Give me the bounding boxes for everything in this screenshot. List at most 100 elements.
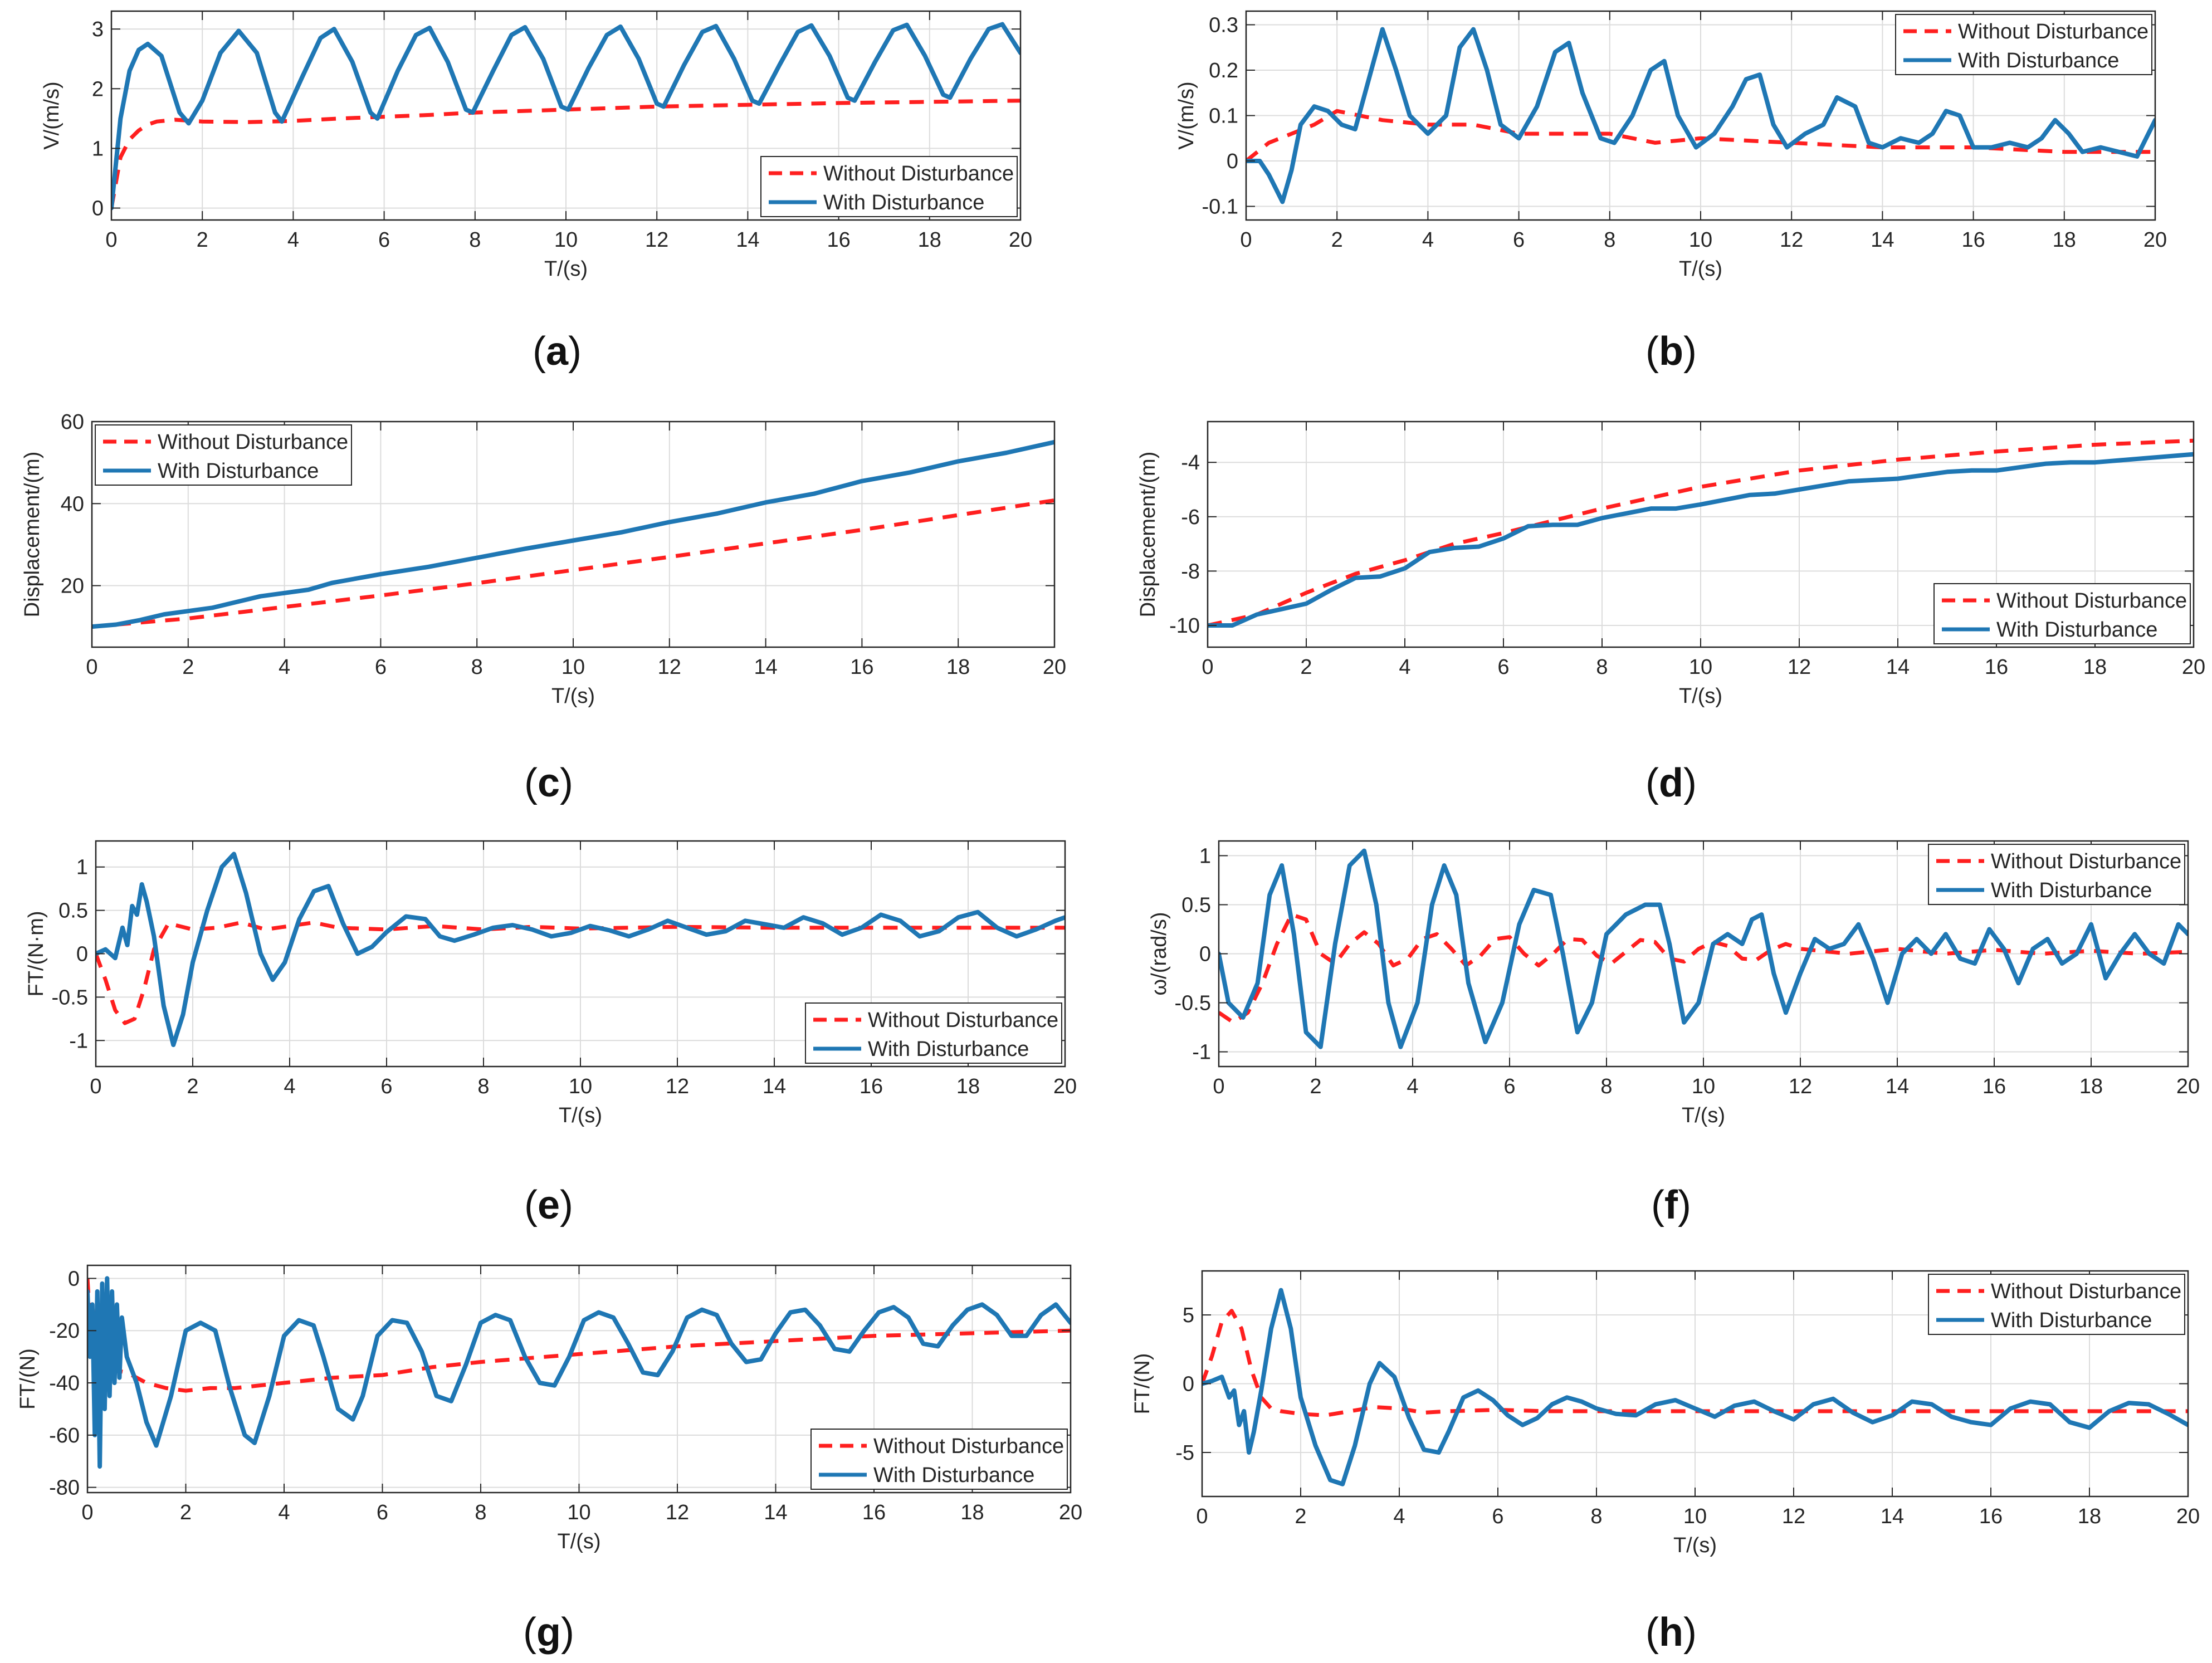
x-tick-label: 8 xyxy=(475,1501,486,1524)
x-tick-label: 12 xyxy=(645,228,668,252)
subplot-g: 0 2 4 6 8 10 12 14 16 18 20 -80 -60 -40 -20 0 T/(s) FT/(N… xyxy=(16,1264,1082,1655)
legend: Without Disturbance With Disturbance xyxy=(1895,14,2152,75)
x-tick-label: 14 xyxy=(1881,1505,1904,1528)
x-tick-label: 10 xyxy=(561,656,585,679)
series-line-with-disturbance xyxy=(1246,27,2155,204)
legend-box xyxy=(1928,1274,2185,1335)
legend-label: Without Disturbance xyxy=(1958,20,2148,43)
x-tick-label: 12 xyxy=(1788,656,1811,679)
y-tick-label: -5 xyxy=(1175,1441,1194,1465)
x-tick-label: 0 xyxy=(86,656,97,679)
x-tick-label: 4 xyxy=(287,228,299,252)
x-tick-label: 12 xyxy=(666,1501,689,1524)
legend-label: With Disturbance xyxy=(823,191,984,214)
x-tick-label: 6 xyxy=(375,656,387,679)
legend-box xyxy=(810,1429,1068,1490)
series-line-without-disturbance xyxy=(111,99,1020,209)
x-tick-label: 16 xyxy=(860,1075,883,1098)
y-tick-label: 3 xyxy=(92,18,104,41)
subplot-c: 0 2 4 6 8 10 12 14 16 18 20 20 40 60 T/(s) Displacement… xyxy=(21,410,1066,805)
x-tick-label: 18 xyxy=(918,228,941,252)
x-tick-label: 4 xyxy=(279,656,290,679)
y-tick-label: -8 xyxy=(1181,560,1200,583)
x-tick-label: 18 xyxy=(2053,228,2076,252)
series-line-with-disturbance xyxy=(1208,452,2194,628)
x-tick-label: 12 xyxy=(658,656,681,679)
legend: Without Disturbance With Disturbance xyxy=(805,1002,1062,1064)
y-tick-label: 0 xyxy=(76,943,88,966)
legend-label: Without Disturbance xyxy=(1996,589,2187,613)
series-line-with-disturbance xyxy=(92,439,1054,629)
legend-label: With Disturbance xyxy=(1991,879,2152,902)
legend: Without Disturbance With Disturbance xyxy=(760,156,1018,217)
x-tick-label: 4 xyxy=(1399,656,1410,679)
x-tick-label: 16 xyxy=(850,656,873,679)
legend-label: Without Disturbance xyxy=(158,431,348,454)
y-tick-label: 1 xyxy=(1199,844,1211,868)
x-tick-label: 2 xyxy=(197,228,208,252)
x-tick-label: 14 xyxy=(1886,1075,1909,1098)
series-line-without-disturbance xyxy=(1246,109,2155,163)
x-tick-label: 16 xyxy=(1979,1505,2003,1528)
x-tick-label: 8 xyxy=(1596,656,1608,679)
subplot-e: 0 2 4 6 8 10 12 14 16 18 20 -1 -0.5 0 0.5 1 T/(s) FT/(N·m… xyxy=(25,840,1077,1227)
x-tick-label: 4 xyxy=(278,1501,290,1524)
subfigure-caption: (c) xyxy=(524,761,573,805)
x-tick-label: 8 xyxy=(477,1075,489,1098)
subplot-h: 0 2 4 6 8 10 12 14 16 18 20 -5 0 5 T/(s) FT/(N) Without … xyxy=(1131,1270,2200,1655)
legend-box xyxy=(760,156,1018,217)
legend-label: With Disturbance xyxy=(873,1464,1034,1487)
y-axis-label: V/(m/s) xyxy=(40,81,64,149)
x-tick-label: 12 xyxy=(1789,1075,1812,1098)
y-axis-label: Displacement/(m) xyxy=(1136,452,1160,618)
series-line-with-disturbance xyxy=(111,22,1020,211)
y-tick-label: -4 xyxy=(1181,451,1200,475)
x-tick-label: 12 xyxy=(1782,1505,1805,1528)
y-axis-label: FT/(N·m) xyxy=(25,911,48,996)
x-tick-label: 2 xyxy=(182,656,194,679)
legend-label: With Disturbance xyxy=(1991,1309,2152,1332)
subplot-a: 0 2 4 6 8 10 12 14 16 18 200123T/(s)V/(m/s)Without… xyxy=(40,10,1032,374)
legend-box xyxy=(1895,14,2152,75)
x-tick-label: 8 xyxy=(1604,228,1615,252)
x-tick-label: 2 xyxy=(1310,1075,1321,1098)
x-tick-label: 12 xyxy=(1780,228,1803,252)
legend-box xyxy=(1928,844,2185,905)
series-line-with-disturbance xyxy=(87,1276,1071,1469)
subfigure-caption: (f) xyxy=(1651,1183,1691,1227)
x-tick-label: 20 xyxy=(1059,1501,1082,1524)
x-axis-label: T/(s) xyxy=(551,684,595,708)
x-tick-label: 18 xyxy=(960,1501,984,1524)
y-tick-label: 20 xyxy=(61,575,84,598)
y-tick-label: 40 xyxy=(61,492,84,516)
x-tick-label: 20 xyxy=(1009,228,1032,252)
x-tick-label: 0 xyxy=(1196,1505,1208,1528)
x-tick-label: 16 xyxy=(1983,1075,2006,1098)
x-tick-label: 0 xyxy=(1240,228,1252,252)
x-tick-label: 0 xyxy=(81,1501,93,1524)
subplot-d: 0 2 4 6 8 10 12 14 16 18 20 -10 -8 -6 -4 T/(s) Displacem… xyxy=(1136,420,2205,805)
x-tick-label: 2 xyxy=(1295,1505,1306,1528)
x-tick-label: 6 xyxy=(378,228,390,252)
y-tick-label: -40 xyxy=(49,1372,80,1395)
x-axis-label: T/(s) xyxy=(1682,1104,1725,1127)
y-tick-label: 0.1 xyxy=(1209,105,1238,128)
y-tick-label: -6 xyxy=(1181,506,1200,529)
y-tick-label: -10 xyxy=(1169,614,1200,638)
y-tick-label: 0.5 xyxy=(1181,893,1211,917)
x-tick-label: 18 xyxy=(2083,656,2107,679)
y-tick-label: 60 xyxy=(61,410,84,434)
legend-box xyxy=(805,1002,1062,1064)
x-tick-label: 6 xyxy=(1513,228,1525,252)
x-tick-label: 0 xyxy=(105,228,117,252)
y-tick-label: -80 xyxy=(49,1476,80,1500)
legend: Without Disturbance With Disturbance xyxy=(95,424,352,486)
x-tick-label: 6 xyxy=(377,1501,388,1524)
legend-label: With Disturbance xyxy=(868,1038,1029,1061)
x-tick-label: 0 xyxy=(1202,656,1213,679)
x-tick-label: 18 xyxy=(2078,1505,2101,1528)
x-tick-label: 0 xyxy=(1213,1075,1224,1098)
y-tick-label: 0 xyxy=(68,1267,80,1290)
x-tick-label: 6 xyxy=(1503,1075,1515,1098)
series-line-with-disturbance xyxy=(96,852,1065,1048)
